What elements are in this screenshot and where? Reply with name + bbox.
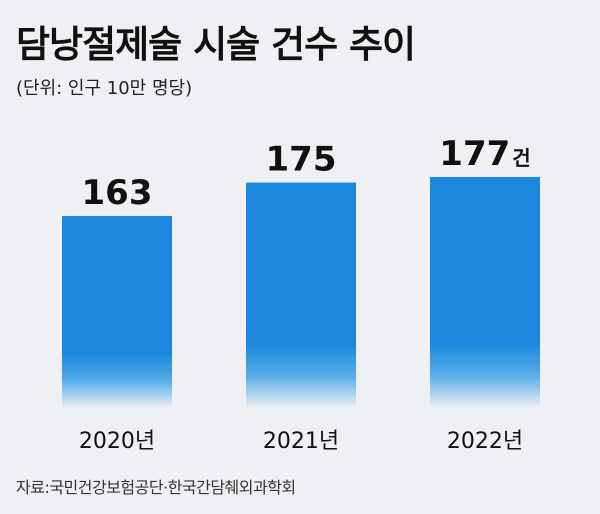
bar-2020년 <box>62 216 172 408</box>
bar-2021년 <box>246 182 356 408</box>
chart-title: 담낭절제술 시술 건수 추이 <box>16 23 416 66</box>
value-label: 175 <box>266 140 337 180</box>
bar-2022년 <box>430 177 540 408</box>
source-note: 자료:국민건강보험공단·한국간담췌외과학회 <box>16 478 296 497</box>
unit-note: (단위: 인구 10만 명당) <box>16 78 193 99</box>
category-labels-group: 2020년 2021년 2022년 <box>79 429 523 454</box>
category-label: 2022년 <box>447 429 523 454</box>
bars-group <box>62 177 540 408</box>
value-label: 177 건 <box>439 134 530 174</box>
value-label: 163 <box>82 173 153 213</box>
category-label: 2021년 <box>263 429 339 454</box>
value-unit-label: 건 <box>512 146 530 170</box>
bar-chart: 163 175 177 건 2020년 2021년 2022년 <box>62 134 540 454</box>
category-label: 2020년 <box>79 429 155 454</box>
